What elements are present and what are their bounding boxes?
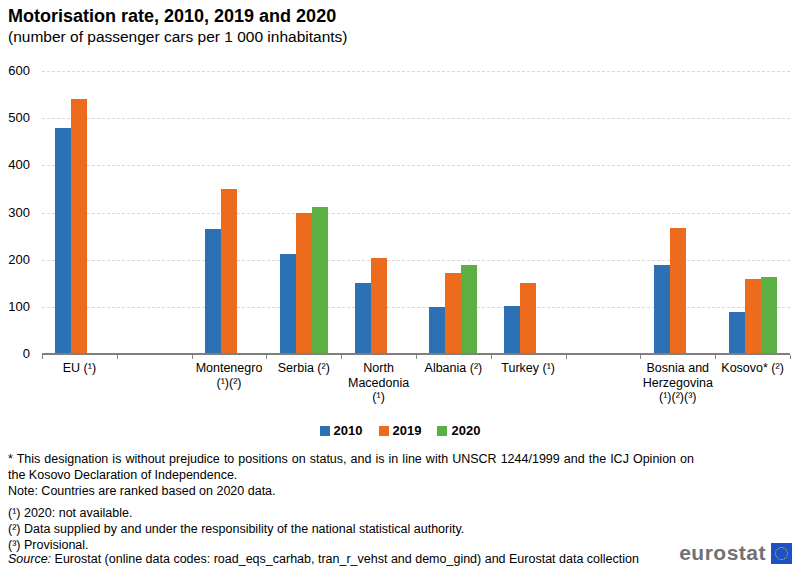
- bar-2020: [461, 265, 477, 354]
- bar-2010: [429, 307, 445, 354]
- x-tick-label: Serbia (²): [266, 361, 341, 405]
- y-tick-label: 0: [23, 347, 30, 361]
- category-slot-spacer: [117, 71, 192, 354]
- y-tick-label: 200: [8, 253, 30, 267]
- source-text: Eurostat (online data codes: road_eqs_ca…: [51, 552, 639, 566]
- eurostat-logo: eurostat: [679, 541, 792, 565]
- footnote-2: (²) Data supplied by and under the respo…: [8, 521, 694, 537]
- bar-2019: [221, 189, 237, 354]
- bar-2019: [296, 213, 312, 354]
- bar-2019: [520, 283, 536, 354]
- x-axis-tick: [566, 355, 567, 359]
- x-axis-tick: [117, 355, 118, 359]
- bar-2019: [371, 258, 387, 354]
- x-axis-labels: EU (¹) Montenegro (¹)(²)Serbia (²)North M…: [42, 361, 790, 405]
- legend-item-2010: 2010: [320, 423, 363, 438]
- figure-page: Motorisation rate, 2010, 2019 and 2020 (…: [0, 0, 800, 573]
- bar-2010: [654, 265, 670, 354]
- x-axis-tick: [640, 355, 641, 359]
- eu-flag-icon: [771, 543, 792, 564]
- category-slot: [266, 71, 341, 354]
- source-label: Source:: [8, 552, 51, 566]
- x-axis-tick: [192, 355, 193, 359]
- chart-title: Motorisation rate, 2010, 2019 and 2020: [8, 6, 336, 27]
- bar-2019: [745, 279, 761, 354]
- y-tick-label: 300: [8, 206, 30, 220]
- legend-label-2020: 2020: [451, 423, 480, 438]
- bar-2010: [205, 229, 221, 354]
- plot-slots: [42, 71, 790, 354]
- footnote-symbols: (¹) 2020: not available. (²) Data suppli…: [8, 505, 694, 553]
- x-tick-label: [566, 361, 641, 405]
- category-slot: [42, 71, 117, 354]
- y-tick-label: 400: [8, 158, 30, 172]
- bar-2010: [355, 283, 371, 354]
- bar-2019: [445, 273, 461, 354]
- category-slot: [640, 71, 715, 354]
- bar-2010: [280, 254, 296, 354]
- x-tick-label: Albania (²): [416, 361, 491, 405]
- footnote-1: (¹) 2020: not available.: [8, 505, 694, 521]
- x-axis-tick: [341, 355, 342, 359]
- legend-item-2020: 2020: [437, 423, 480, 438]
- source-line: Source: Eurostat (online data codes: roa…: [8, 551, 668, 567]
- x-tick-label: EU (¹): [42, 361, 117, 405]
- eurostat-logo-text: eurostat: [679, 541, 766, 565]
- x-axis-tick: [416, 355, 417, 359]
- x-tick-label: Montenegro (¹)(²): [192, 361, 267, 405]
- footnote-ranking: Note: Countries are ranked based on 2020…: [8, 483, 694, 499]
- x-axis-tick: [491, 355, 492, 359]
- x-tick-label: Kosovo* (²): [715, 361, 790, 405]
- plot-area: [42, 71, 790, 354]
- category-slot: [491, 71, 566, 354]
- x-axis-tick: [790, 355, 791, 359]
- bar-2019: [71, 99, 87, 354]
- chart-subtitle: (number of passenger cars per 1 000 inha…: [8, 28, 347, 46]
- legend-swatch-2010: [320, 426, 330, 436]
- bar-2020: [761, 277, 777, 354]
- bar-2010: [504, 306, 520, 354]
- bar-2019: [670, 228, 686, 354]
- y-axis-labels: 0100200300400500600: [0, 71, 34, 354]
- x-axis-tick: [715, 355, 716, 359]
- y-tick-label: 500: [8, 111, 30, 125]
- category-slot-spacer: [566, 71, 641, 354]
- footnotes: * This designation is without prejudice …: [8, 451, 694, 553]
- x-tick-label: [117, 361, 192, 405]
- x-axis-ticks: [42, 355, 790, 360]
- y-tick-label: 100: [8, 300, 30, 314]
- legend-label-2019: 2019: [393, 423, 422, 438]
- x-axis-tick: [266, 355, 267, 359]
- legend-swatch-2020: [437, 426, 447, 436]
- legend-swatch-2019: [379, 426, 389, 436]
- bar-2010: [729, 312, 745, 354]
- eu-stars-circle-icon: [775, 547, 788, 560]
- category-slot: [192, 71, 267, 354]
- legend-label-2010: 2010: [334, 423, 363, 438]
- x-tick-label: Turkey (¹): [491, 361, 566, 405]
- bar-2010: [55, 128, 71, 354]
- x-axis-tick: [42, 355, 43, 359]
- category-slot: [416, 71, 491, 354]
- footnote-kosovo: * This designation is without prejudice …: [8, 451, 694, 483]
- legend-item-2019: 2019: [379, 423, 422, 438]
- category-slot: [715, 71, 790, 354]
- x-tick-label: Bosnia and Herzegovina (¹)(²)(³): [640, 361, 715, 405]
- bar-2020: [312, 207, 328, 354]
- y-tick-label: 600: [8, 64, 30, 78]
- category-slot: [341, 71, 416, 354]
- legend: 2010 2019 2020: [0, 423, 800, 438]
- x-tick-label: North Macedonia (¹): [341, 361, 416, 405]
